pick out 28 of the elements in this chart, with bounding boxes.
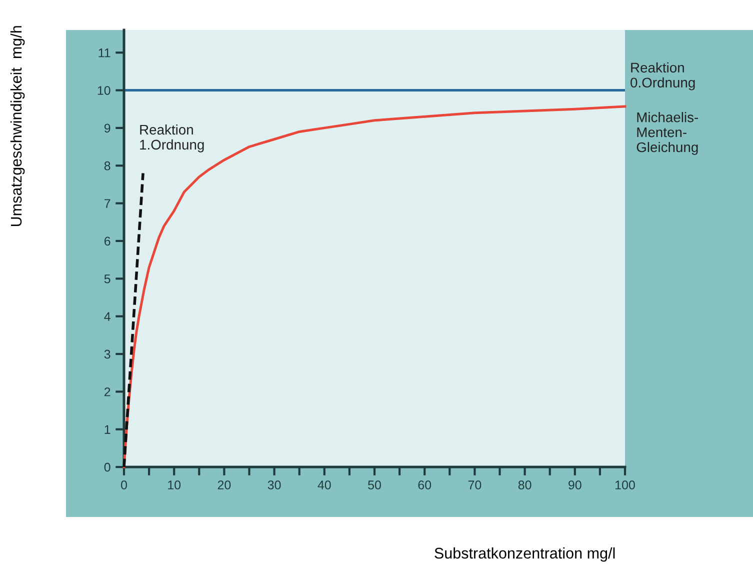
x-tick-label: 80 <box>518 480 532 490</box>
y-tick-label: 9 <box>104 124 110 133</box>
x-tick-label: 90 <box>568 480 582 490</box>
y-tick-label: 3 <box>104 350 110 359</box>
y-tick-label: 11 <box>98 48 110 58</box>
y-tick-label: 6 <box>104 236 110 246</box>
annotation: Michaelis- Menten- Gleichung <box>636 112 698 155</box>
x-tick-label: 20 <box>218 480 231 490</box>
x-tick-label: 40 <box>318 480 331 490</box>
x-tick-label: 100 <box>616 480 635 490</box>
y-tick-label: 5 <box>104 274 110 284</box>
x-tick-label: 10 <box>168 480 181 490</box>
y-tick-label: 1 <box>104 425 110 434</box>
ref-line-label: Reaktion 0.Ordnung <box>630 62 695 90</box>
x-tick-label: 0 <box>121 480 127 490</box>
annotation: Reaktion 1.Ordnung <box>140 124 204 152</box>
y-tick-label: 4 <box>104 312 110 321</box>
y-tick-label: 8 <box>104 161 110 170</box>
x-tick-label: 30 <box>268 480 281 490</box>
y-tick-label: 0 <box>104 462 110 472</box>
x-axis-title: Substratkonzentration mg/l <box>434 547 615 562</box>
x-tick-label: 70 <box>468 480 482 490</box>
y-tick-label: 2 <box>104 387 110 396</box>
x-tick-label: 60 <box>418 480 432 490</box>
y-tick-label: 10 <box>98 86 110 95</box>
x-tick-label: 50 <box>368 480 381 490</box>
y-axis-title: Umsatzgeschwindigkeit mg/h <box>10 26 25 226</box>
y-tick-label: 7 <box>104 199 110 208</box>
